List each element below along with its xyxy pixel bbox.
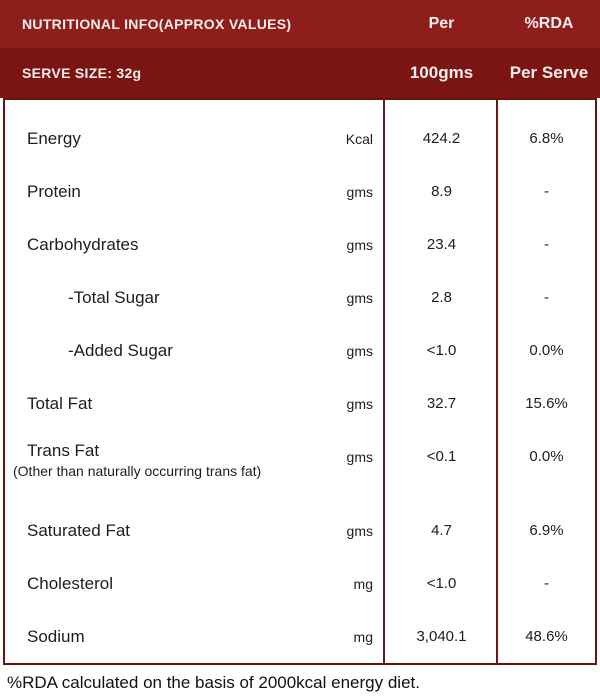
rda-footnote: %RDA calculated on the basis of 2000kcal… bbox=[7, 672, 420, 692]
unit-cell: gms bbox=[346, 236, 373, 253]
header-col-100gms: 100gms bbox=[409, 63, 474, 82]
unit-cell: gms bbox=[346, 183, 373, 200]
per-100g-value: 3,040.1 bbox=[416, 628, 467, 645]
per-100g-value: <1.0 bbox=[426, 342, 457, 359]
unit-cell: gms bbox=[346, 522, 373, 539]
column-divider-1 bbox=[383, 100, 385, 663]
table-row: -Total Sugar gms 2.8 - bbox=[5, 271, 595, 324]
header-col-per-serve: Per Serve bbox=[509, 63, 589, 82]
nutrient-label: Trans Fat bbox=[27, 441, 100, 460]
per-100g-value: 424.2 bbox=[422, 130, 461, 147]
per-100g-value: <1.0 bbox=[426, 575, 457, 592]
per-100g-value: 4.7 bbox=[431, 522, 452, 539]
label-header: NUTRITIONAL INFO(APPROX VALUES) Per %RDA… bbox=[0, 0, 600, 98]
name-unit-cell: Trans Fat (Other than naturally occurring… bbox=[5, 430, 385, 483]
nutrient-name-cell: Cholesterol mg bbox=[5, 574, 385, 594]
unit-cell: gms bbox=[346, 289, 373, 306]
per-100g-value: 2.8 bbox=[431, 289, 452, 306]
nutrition-table: Energy Kcal 424.2 6.8% Protein gms 8.9- Carbohy… bbox=[3, 98, 597, 665]
nutrient-label: Sodium bbox=[27, 626, 85, 646]
table-row: Protein gms 8.9 - bbox=[5, 165, 595, 218]
nutrient-label: Protein bbox=[27, 181, 81, 201]
rda-per-serve-value: 6.8% bbox=[529, 130, 564, 147]
rda-per-serve-value: 0.0% bbox=[529, 448, 564, 465]
table-row: Cholesterol mg <1.0 - bbox=[5, 557, 595, 610]
unit-cell: mg bbox=[353, 628, 373, 645]
header-col-rda: %RDA bbox=[524, 15, 574, 32]
nutrient-name-cell: Saturated Fat gms bbox=[5, 521, 385, 541]
per-100g-value: 23.4 bbox=[426, 236, 457, 253]
per-100g-value: 8.9 bbox=[431, 183, 452, 200]
rda-per-serve-value: - bbox=[544, 236, 549, 253]
nutrient-name-cell: Energy Kcal bbox=[5, 129, 385, 149]
unit-cell: gms bbox=[346, 342, 373, 359]
nutrient-label: Cholesterol bbox=[27, 573, 113, 593]
header-row-2: SERVE SIZE: 32g 100gms Per Serve bbox=[0, 48, 600, 98]
per-100g-value: <0.1 bbox=[426, 448, 457, 465]
nutrient-label: -Total Sugar bbox=[68, 287, 160, 307]
nutrient-sublabel: (Other than naturally occurring trans fa… bbox=[13, 463, 262, 479]
header-title: NUTRITIONAL INFO(APPROX VALUES) bbox=[22, 16, 292, 32]
column-divider-2 bbox=[496, 100, 498, 663]
table-row: Sodium mg 3,040.1 48.6% bbox=[5, 610, 595, 663]
nutrient-name-cell: Sodium mg bbox=[5, 627, 385, 647]
header-row-1: NUTRITIONAL INFO(APPROX VALUES) Per %RDA bbox=[0, 0, 600, 48]
table-row: -Added Sugar gms <1.0 0.0% bbox=[5, 324, 595, 377]
nutrient-label: Carbohydrates bbox=[27, 234, 139, 254]
nutrient-label: Total Fat bbox=[27, 393, 93, 413]
serve-size-label: SERVE SIZE: 32g bbox=[22, 65, 142, 81]
header-col-per: Per bbox=[428, 15, 455, 32]
table-row: Trans Fat (Other than naturally occurring… bbox=[5, 430, 595, 504]
unit-cell: mg bbox=[353, 575, 373, 592]
rda-per-serve-value: 0.0% bbox=[529, 342, 564, 359]
nutrient-name-cell: Total Fat gms bbox=[5, 394, 385, 414]
table-rows: Energy Kcal 424.2 6.8% Protein gms 8.9- Carbohy… bbox=[5, 100, 595, 663]
rda-per-serve-value: - bbox=[544, 575, 549, 592]
nutrient-name-cell: Trans Fat (Other than naturally occurring… bbox=[5, 430, 347, 479]
nutrient-label: Energy bbox=[27, 128, 81, 148]
nutrient-name-cell: Carbohydrates gms bbox=[5, 235, 385, 255]
nutrient-name-cell: -Added Sugar gms bbox=[5, 341, 385, 361]
nutrient-label: -Added Sugar bbox=[68, 340, 173, 360]
rda-per-serve-value: 15.6% bbox=[525, 395, 568, 412]
rda-per-serve-value: 6.9% bbox=[529, 522, 564, 539]
rda-per-serve-value: - bbox=[544, 183, 549, 200]
unit-cell: gms bbox=[346, 448, 373, 465]
nutrient-label: Saturated Fat bbox=[27, 520, 131, 540]
nutrient-name-cell: Protein gms bbox=[5, 182, 385, 202]
rda-per-serve-value: - bbox=[544, 289, 549, 306]
rda-per-serve-value: 48.6% bbox=[525, 628, 568, 645]
nutrient-name-cell: -Total Sugar gms bbox=[5, 288, 385, 308]
table-row: Total Fat gms 32.7 15.6% bbox=[5, 377, 595, 430]
per-100g-value: 32.7 bbox=[426, 395, 457, 412]
table-row: Energy Kcal 424.2 6.8% bbox=[5, 112, 595, 165]
unit-cell: gms bbox=[346, 395, 373, 412]
table-row: Saturated Fat gms 4.7 6.9% bbox=[5, 504, 595, 557]
table-row: Carbohydrates gms 23.4 - bbox=[5, 218, 595, 271]
unit-cell: Kcal bbox=[345, 130, 373, 147]
